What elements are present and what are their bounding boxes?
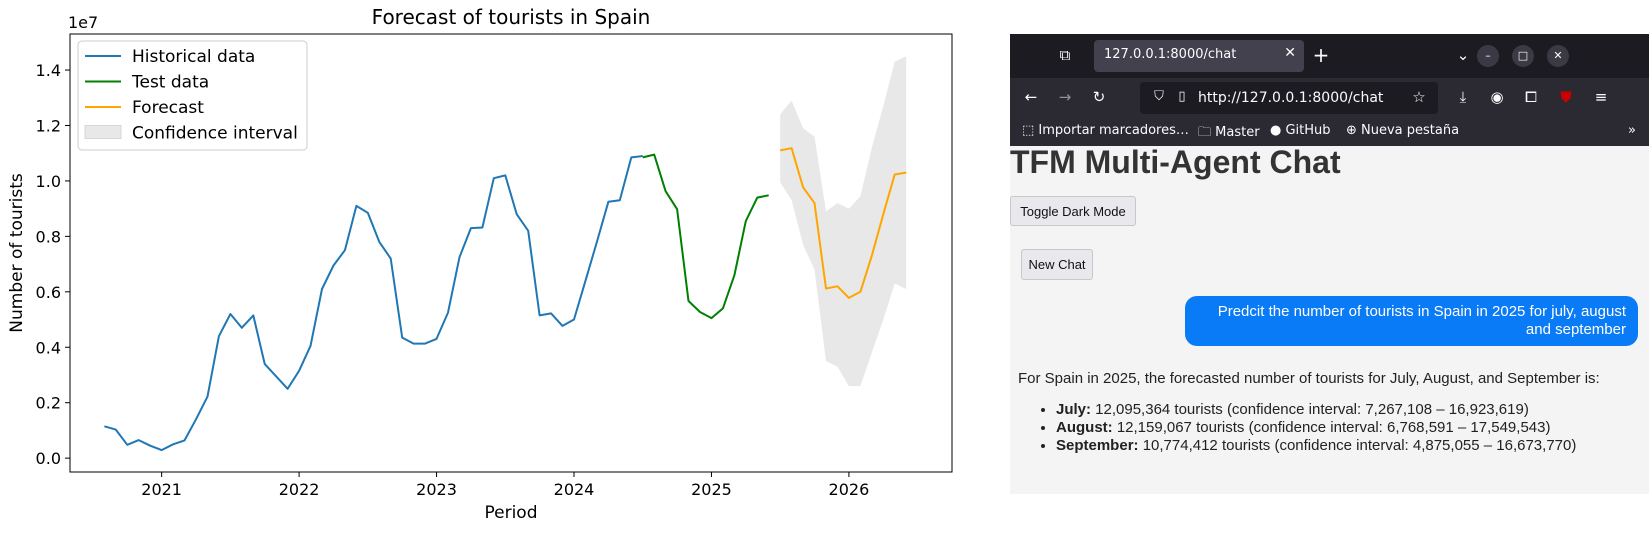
- tab-title: 127.0.0.1:8000/chat: [1104, 47, 1237, 62]
- bookmark-new-tab[interactable]: ⊕ Nueva pestaña: [1346, 123, 1459, 138]
- user-message-bubble: Predcit the number of tourists in Spain …: [1185, 296, 1638, 346]
- y-tick-label: 1.4: [36, 61, 61, 80]
- x-tick-label: 2024: [554, 480, 595, 499]
- confidence-band: [780, 56, 907, 387]
- legend-label: Historical data: [132, 47, 255, 67]
- folder-icon: 🗀: [1198, 125, 1216, 140]
- month-label: September:: [1056, 437, 1139, 454]
- month-label: August:: [1056, 419, 1113, 436]
- bookmark-github[interactable]: ● GitHub: [1270, 123, 1331, 138]
- tab-overview-icon[interactable]: ⧉: [1059, 46, 1071, 64]
- x-tick-label: 2023: [416, 480, 457, 499]
- chart-svg: 0.0 0.2 0.4 0.6 0.8 1.0 1.2 1.4 2021 2022 2023 2024…: [7, 5, 953, 523]
- bookmark-star-icon[interactable]: ☆: [1412, 88, 1426, 106]
- y-tick-label: 0.2: [36, 394, 61, 413]
- forecast-text: 12,159,067 tourists (confidence interval…: [1112, 419, 1551, 436]
- bookmark-label: GitHub: [1285, 123, 1331, 138]
- new-tab-icon[interactable]: +: [1312, 43, 1330, 67]
- x-tick-label: 2025: [691, 480, 732, 499]
- reload-icon[interactable]: ↻: [1092, 88, 1106, 106]
- y-axis-label: Number of tourists: [7, 173, 27, 333]
- forecast-text: 10,774,412 tourists (confidence interval…: [1138, 437, 1577, 454]
- nav-bar: ← → ↻ ⛉ ▯ http://127.0.0.1:8000/chat ☆ ⤓…: [1010, 78, 1649, 118]
- legend-box: [77, 40, 308, 151]
- x-tick-label: 2026: [829, 480, 870, 499]
- tab-list-chevron-icon[interactable]: ⌄: [1456, 46, 1470, 64]
- new-chat-button[interactable]: New Chat: [1021, 249, 1093, 280]
- assistant-message: For Spain in 2025, the forecasted number…: [1018, 370, 1638, 455]
- y-tick-label: 0.6: [36, 283, 61, 302]
- tab-chat[interactable]: 127.0.0.1:8000/chat ✕: [1094, 40, 1304, 72]
- plot-frame: [69, 33, 953, 473]
- bookmark-label: Nueva pestaña: [1361, 123, 1460, 138]
- bookmark-label: Master: [1215, 125, 1260, 140]
- series-line-forecast: [780, 147, 907, 299]
- legend-label: Test data: [131, 73, 209, 93]
- github-icon: ●: [1270, 123, 1286, 138]
- series-line-historical-data: [104, 155, 643, 452]
- url-text: http://127.0.0.1:8000/chat: [1198, 90, 1384, 106]
- series-line-test-data: [642, 153, 769, 320]
- x-tick-label: 2022: [279, 480, 320, 499]
- page-info-icon[interactable]: ▯: [1178, 89, 1186, 104]
- bookmark-import[interactable]: ⬚ Importar marcadores…: [1022, 123, 1189, 138]
- bookmarks-bar: ⬚ Importar marcadores… 🗀 Master ● GitHub…: [1010, 118, 1649, 147]
- shield-icon[interactable]: ⛉: [1154, 89, 1164, 104]
- y-offset-label: 1e7: [68, 13, 98, 32]
- globe-icon: ⊕: [1346, 123, 1362, 138]
- chart-title: Forecast of tourists in Spain: [372, 5, 651, 29]
- list-item: September: 10,774,412 tourists (confiden…: [1056, 437, 1638, 455]
- legend-label: Forecast: [132, 98, 204, 118]
- menu-icon[interactable]: ≡: [1594, 88, 1608, 106]
- address-bar[interactable]: ⛉ ▯ http://127.0.0.1:8000/chat ☆: [1140, 82, 1438, 114]
- list-item: August: 12,159,067 tourists (confidence …: [1056, 419, 1638, 437]
- extensions-icon[interactable]: ⧠: [1524, 88, 1537, 106]
- chat-page: TFM Multi-Agent Chat Toggle Dark Mode Ne…: [1010, 144, 1649, 494]
- y-tick-label: 0.4: [36, 338, 61, 357]
- y-tick-label: 1.2: [36, 116, 61, 135]
- month-label: July:: [1056, 401, 1092, 418]
- x-axis-label: Period: [484, 503, 537, 523]
- bookmarks-overflow-icon[interactable]: »: [1628, 123, 1636, 138]
- browser-window: ⧉ 127.0.0.1:8000/chat ✕ + ⌄ – □ ✕ ← → ↻ …: [1010, 34, 1649, 494]
- list-item: July: 12,095,364 tourists (confidence in…: [1056, 401, 1638, 419]
- bookmark-master[interactable]: 🗀 Master: [1198, 123, 1260, 145]
- forecast-text: 12,095,364 tourists (confidence interval…: [1091, 401, 1529, 418]
- tab-close-icon[interactable]: ✕: [1284, 45, 1296, 61]
- minimize-icon[interactable]: –: [1477, 45, 1499, 67]
- tab-bar: ⧉ 127.0.0.1:8000/chat ✕ + ⌄ – □ ✕: [1010, 34, 1649, 78]
- y-tick-label: 0.0: [36, 449, 61, 468]
- legend-swatch: [84, 125, 122, 139]
- bookmark-label: Importar marcadores…: [1038, 123, 1189, 138]
- close-window-icon[interactable]: ✕: [1547, 45, 1569, 67]
- y-tick-label: 1.0: [36, 172, 61, 191]
- y-tick-label: 0.8: [36, 227, 61, 246]
- forecast-chart: 0.0 0.2 0.4 0.6 0.8 1.0 1.2 1.4 2021 2022 2023 2024…: [7, 5, 953, 523]
- import-icon: ⬚: [1022, 123, 1039, 138]
- maximize-icon[interactable]: □: [1512, 45, 1534, 67]
- x-tick-label: 2021: [141, 480, 182, 499]
- forecast-list: July: 12,095,364 tourists (confidence in…: [1018, 401, 1638, 455]
- account-icon[interactable]: ◉: [1490, 88, 1504, 106]
- assistant-intro: For Spain in 2025, the forecasted number…: [1018, 370, 1600, 387]
- toggle-dark-mode-button[interactable]: Toggle Dark Mode: [1010, 196, 1136, 226]
- ublock-icon[interactable]: ⛊: [1560, 88, 1572, 106]
- back-icon[interactable]: ←: [1024, 88, 1038, 106]
- downloads-icon[interactable]: ⤓: [1459, 88, 1467, 106]
- legend-label: Confidence interval: [132, 124, 298, 144]
- page-title: TFM Multi-Agent Chat: [1010, 144, 1341, 180]
- forward-icon[interactable]: →: [1058, 88, 1072, 106]
